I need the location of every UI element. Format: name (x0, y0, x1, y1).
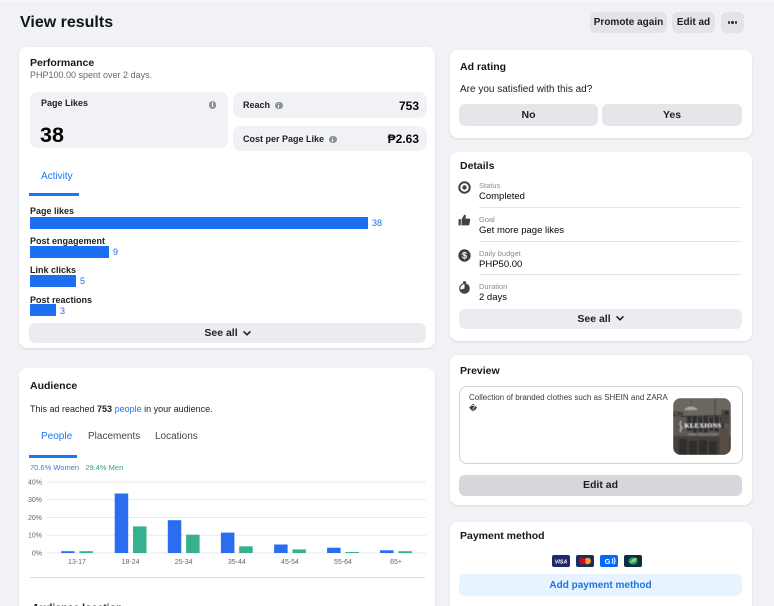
svg-text:$: $ (462, 250, 467, 260)
svg-text:25-34: 25-34 (175, 559, 193, 566)
svg-text:13-17: 13-17 (68, 559, 86, 566)
svg-text:NEW • COLLECTION: NEW • COLLECTION (689, 433, 718, 437)
svg-text:30%: 30% (28, 497, 42, 504)
svg-text:18-24: 18-24 (122, 559, 140, 566)
svg-text:45-54: 45-54 (281, 559, 299, 566)
svg-text:G: G (605, 557, 611, 566)
svg-text:40%: 40% (28, 480, 42, 487)
svg-text:VISA: VISA (555, 559, 568, 565)
svg-text:10%: 10% (28, 533, 42, 540)
svg-text:EIN: EIN (673, 412, 683, 418)
svg-text:KLEXIONS: KLEXIONS (684, 423, 721, 430)
svg-text:65+: 65+ (390, 559, 402, 566)
svg-text:0%: 0% (32, 551, 42, 558)
svg-text:35-44: 35-44 (228, 559, 246, 566)
svg-text:20%: 20% (28, 515, 42, 522)
svg-text:A: A (725, 411, 730, 417)
svg-text:55-64: 55-64 (334, 559, 352, 566)
